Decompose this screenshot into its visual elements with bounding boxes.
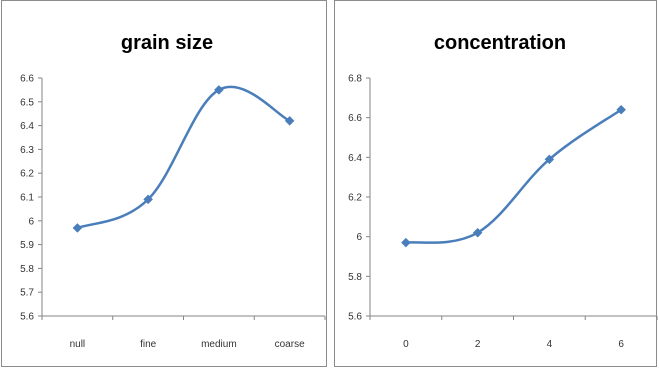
y-tick-label: 6.4	[348, 153, 362, 164]
x-tick-label: fine	[140, 339, 157, 350]
chart-concentration: concentration 5.6 5.8 6 6.2 6.4 6.6 6.8 0 2 4 6	[348, 32, 658, 350]
chart-panel-grain-size: grain size 5.6 5.7 5.8 5.9 6 6.1 6.2 6.3 6.4 6.5 6…	[1, 0, 327, 367]
y-tick-label: 5.7	[20, 288, 34, 299]
data-point-marker	[72, 223, 83, 233]
x-tick-label: 4	[547, 339, 553, 350]
x-tick-label: medium	[201, 339, 237, 350]
chart-grain-size: grain size 5.6 5.7 5.8 5.9 6 6.1 6.2 6.3 6.4 6.5 6…	[20, 32, 326, 350]
series-line	[405, 108, 622, 244]
y-tick-label: 5.9	[20, 240, 34, 251]
y-tick-label: 5.6	[20, 312, 34, 323]
data-point-marker	[143, 194, 153, 205]
y-tick-label: 6	[28, 216, 34, 227]
data-point-marker	[214, 85, 224, 95]
x-tick-label: coarse	[275, 339, 305, 350]
y-tick-label: 6.8	[348, 74, 362, 85]
x-tick-label: 0	[403, 339, 409, 350]
y-tick-label: 6.5	[20, 97, 34, 108]
y-tick-label: 6.6	[20, 74, 34, 85]
data-point-marker	[472, 227, 483, 238]
y-tick-label: 5.8	[20, 264, 34, 275]
chart-title: grain size	[121, 32, 213, 54]
chart-title: concentration	[434, 32, 566, 54]
x-tick-label: 2	[475, 339, 481, 350]
y-tick-label: 6.1	[20, 193, 34, 204]
x-tick-label: null	[70, 339, 86, 350]
y-tick-label: 6.2	[20, 169, 34, 180]
data-point-marker	[616, 104, 626, 115]
series-line	[76, 85, 291, 230]
y-tick-label: 6	[356, 232, 362, 243]
data-point-marker	[284, 115, 295, 126]
chart-panel-concentration: concentration 5.6 5.8 6 6.2 6.4 6.6 6.8 0 2 4 6	[334, 0, 658, 367]
x-tick-label: 6	[618, 339, 624, 350]
y-tick-label: 5.8	[348, 272, 362, 283]
y-tick-label: 6.2	[348, 193, 362, 204]
y-tick-label: 6.6	[348, 113, 362, 124]
data-point-marker	[544, 154, 555, 165]
y-tick-label: 6.4	[20, 121, 34, 132]
y-tick-label: 6.3	[20, 145, 34, 156]
data-point-marker	[401, 237, 411, 248]
y-tick-label: 5.6	[348, 312, 362, 323]
